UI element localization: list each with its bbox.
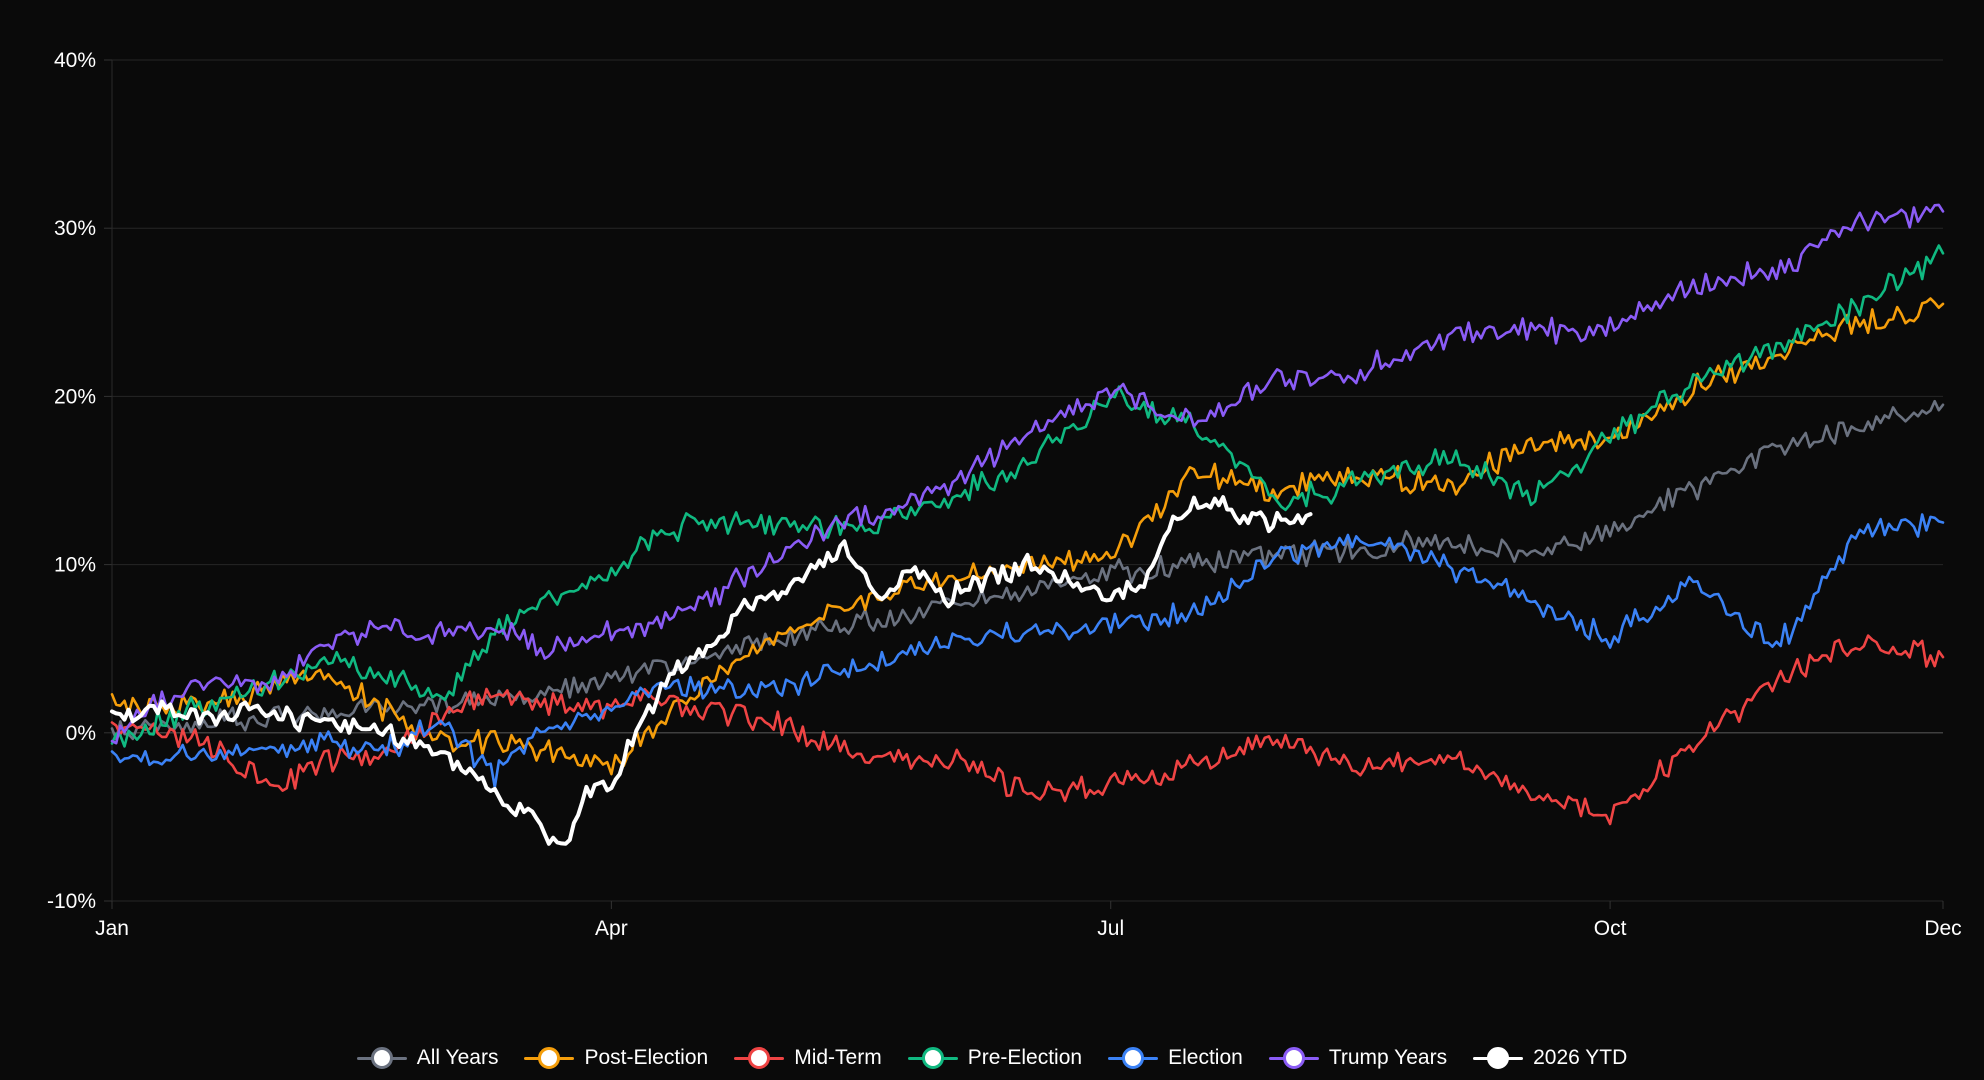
legend-label: Mid-Term (794, 1046, 882, 1069)
legend-label: Pre-Election (967, 1046, 1083, 1069)
series-line-2026-ytd (110, 495, 1313, 846)
legend-label: 2026 YTD (1533, 1046, 1628, 1069)
y-tick-label: 10% (54, 554, 96, 577)
y-tick-label: 20% (54, 385, 96, 408)
axes: -10% 0% 10% 20% 30% 40% Jan Apr Jul Oct Dec (47, 49, 1962, 940)
series-line-pre-election (110, 244, 1945, 748)
y-tick-label: 40% (54, 49, 96, 72)
series-line-all-years (110, 399, 1945, 741)
legend-item-mid-term[interactable]: Mid-Term (734, 1046, 882, 1070)
series-line-election (110, 513, 1945, 789)
legend-label: Election (1168, 1046, 1243, 1069)
chart-svg: -10% 0% 10% 20% 30% 40% Jan Apr Jul Oct Dec (47, 49, 1962, 940)
legend-label: All Years (416, 1046, 499, 1069)
legend-swatch-icon (734, 1047, 785, 1069)
x-tick-label: Dec (1924, 917, 1961, 940)
legend-label: Post-Election (584, 1046, 709, 1069)
series-lines (110, 203, 1945, 846)
legend-item-2026-ytd[interactable]: 2026 YTD (1473, 1046, 1627, 1070)
x-tick-label: Jan (95, 917, 129, 940)
x-tick-label: Jul (1097, 917, 1124, 940)
series-line-mid-term (110, 634, 1945, 826)
legend-item-pre-election[interactable]: Pre-Election (907, 1046, 1083, 1070)
legend-label: Trump Years (1328, 1046, 1448, 1069)
legend-swatch-icon (356, 1047, 407, 1069)
legend-swatch-icon (907, 1047, 958, 1069)
legend-swatch-icon (1268, 1047, 1319, 1069)
legend-swatch-icon (1473, 1047, 1524, 1069)
legend-item-post-election[interactable]: Post-Election (524, 1046, 708, 1070)
legend-swatch-icon (1108, 1047, 1159, 1069)
legend-item-trump-years[interactable]: Trump Years (1268, 1046, 1448, 1070)
y-tick-label: 0% (66, 722, 96, 745)
legend-item-election[interactable]: Election (1108, 1046, 1243, 1070)
x-tick-label: Oct (1594, 917, 1627, 940)
legend: All Years Post-Election Mid-Term Pre-Electi… (0, 1040, 1984, 1076)
legend-swatch-icon (524, 1047, 575, 1069)
x-tick-label: Apr (595, 917, 628, 940)
series-line-post-election (110, 297, 1945, 776)
series-line-trump-years (110, 203, 1945, 745)
y-tick-label: 30% (54, 217, 96, 240)
y-tick-label: -10% (47, 890, 96, 913)
legend-item-all-years[interactable]: All Years (356, 1046, 499, 1070)
